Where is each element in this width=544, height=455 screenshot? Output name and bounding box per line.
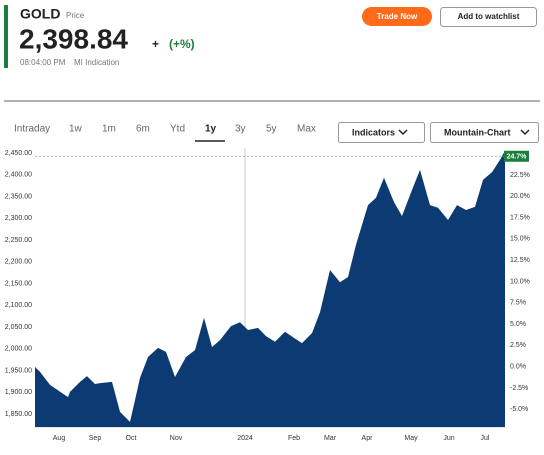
trade-button-label[interactable]: Trade Now — [377, 12, 418, 21]
x-tick-label: Mar — [324, 435, 337, 442]
trade-button[interactable] — [362, 7, 432, 26]
y2-tick-label: 22.5% — [510, 172, 530, 179]
price: 2,398.84 — [19, 23, 128, 54]
x-tick-label: Aug — [53, 435, 66, 442]
y2-tick-label: 10.0% — [510, 278, 530, 285]
symbol-note: Price — [66, 11, 85, 20]
x-tick-label: Jun — [443, 435, 454, 442]
y-tick-label: 2,400.00 — [5, 172, 32, 179]
y2-tick-label: 5.0% — [510, 321, 526, 328]
time: 08:04:00 PM — [20, 58, 66, 67]
y-tick-label: 1,900.00 — [5, 389, 32, 396]
accent-bar — [4, 5, 8, 68]
x-tick-label: Sep — [89, 435, 102, 442]
y2-tick-label: 7.5% — [510, 300, 526, 307]
y2-tick-label: 17.5% — [510, 214, 530, 221]
watchlist-button-label[interactable]: Add to watchlist — [458, 12, 520, 21]
y-tick-label: 2,100.00 — [5, 302, 32, 309]
y2-tick-label: -2.5% — [510, 385, 528, 392]
y-tick-label: 2,450.00 — [5, 150, 32, 157]
range-tab[interactable]: 1w — [69, 124, 83, 135]
y-tick-label: 2,200.00 — [5, 259, 32, 266]
x-tick-label: Feb — [288, 435, 300, 442]
last-value-badge — [504, 150, 529, 162]
range-tab[interactable]: Ytd — [170, 124, 185, 135]
indicators-dropdown[interactable] — [338, 122, 425, 143]
x-tick-label: Jul — [481, 435, 490, 442]
x-tick-label: May — [404, 435, 418, 442]
range-tab[interactable]: 1m — [102, 124, 116, 135]
watchlist-button[interactable] — [440, 7, 537, 27]
y2-tick-label: 12.5% — [510, 257, 530, 264]
x-tick-label: Apr — [362, 435, 374, 442]
y-tick-label: 1,850.00 — [5, 411, 32, 418]
range-tab[interactable]: Max — [297, 124, 316, 135]
last-value-label: 24.7% — [507, 154, 528, 161]
y2-tick-label: 20.0% — [510, 193, 530, 200]
y2-tick-label: 0.0% — [510, 363, 526, 370]
range-tab[interactable]: 5y — [266, 124, 277, 135]
y-tick-label: 2,300.00 — [5, 215, 32, 222]
y-tick-label: 2,350.00 — [5, 193, 32, 200]
y2-tick-label: -5.0% — [510, 406, 528, 413]
range-tab[interactable]: 1y — [205, 124, 217, 135]
y-tick-label: 2,250.00 — [5, 237, 32, 244]
range-tab[interactable]: 6m — [136, 124, 150, 135]
indicators-label[interactable]: Indicators — [352, 127, 395, 137]
chart-type-label[interactable]: Mountain-Chart — [444, 127, 511, 137]
x-tick-label: 2024 — [237, 435, 253, 442]
price-area — [35, 150, 505, 428]
source: MI Indication — [74, 58, 119, 67]
chart-type-dropdown[interactable] — [430, 122, 539, 143]
x-tick-label: Oct — [126, 435, 137, 442]
chevron — [398, 129, 408, 136]
y2-tick-label: 2.5% — [510, 342, 526, 349]
chevron — [520, 129, 530, 136]
y-tick-label: 2,150.00 — [5, 280, 32, 287]
change-pct: (+%) — [169, 37, 195, 51]
y-tick-label: 1,950.00 — [5, 367, 32, 374]
y-tick-label: 2,000.00 — [5, 346, 32, 353]
range-tab[interactable]: 3y — [235, 124, 246, 135]
y-tick-label: 2,050.00 — [5, 324, 32, 331]
symbol: GOLD — [20, 6, 60, 22]
change: + — [152, 37, 159, 51]
range-tab[interactable]: Intraday — [14, 124, 50, 135]
x-tick-label: Nov — [170, 435, 183, 442]
y2-tick-label: 15.0% — [510, 236, 530, 243]
